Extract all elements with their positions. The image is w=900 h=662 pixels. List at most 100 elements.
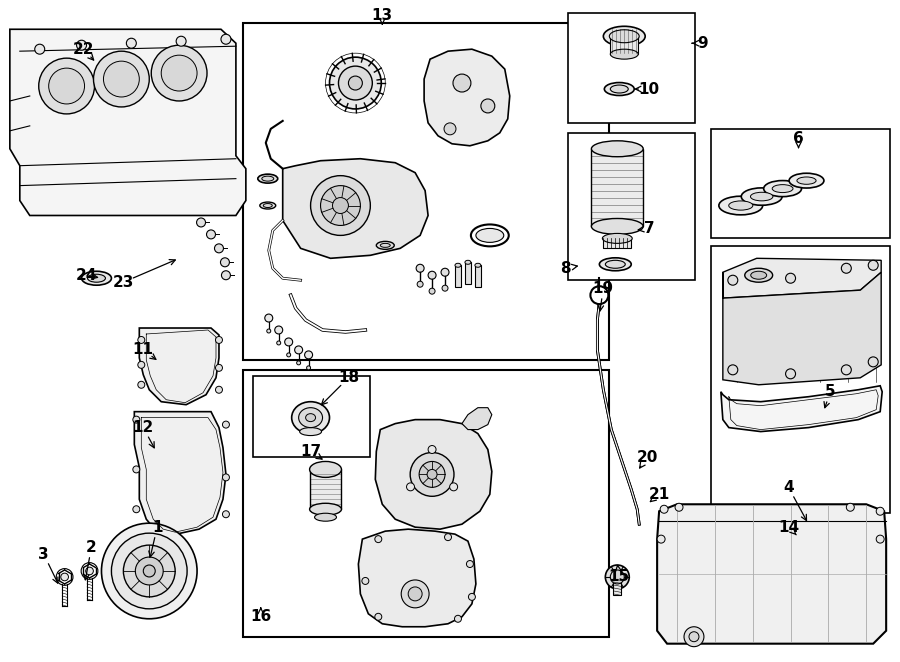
Circle shape xyxy=(442,285,448,291)
Ellipse shape xyxy=(299,408,322,428)
Ellipse shape xyxy=(603,26,645,46)
Circle shape xyxy=(332,197,348,214)
Bar xyxy=(253,376,370,457)
Bar xyxy=(603,238,631,248)
Ellipse shape xyxy=(604,83,634,95)
Circle shape xyxy=(138,381,145,388)
Circle shape xyxy=(138,361,145,368)
Ellipse shape xyxy=(609,30,639,43)
Text: 14: 14 xyxy=(778,520,799,535)
Ellipse shape xyxy=(465,260,471,264)
Circle shape xyxy=(481,99,495,113)
Polygon shape xyxy=(10,29,246,216)
Ellipse shape xyxy=(284,338,292,346)
Circle shape xyxy=(196,218,205,227)
Circle shape xyxy=(842,263,851,273)
Bar xyxy=(568,13,695,123)
Ellipse shape xyxy=(455,263,461,267)
Circle shape xyxy=(138,336,145,344)
Ellipse shape xyxy=(789,173,824,188)
Polygon shape xyxy=(721,386,882,432)
Text: 4: 4 xyxy=(783,480,794,495)
Circle shape xyxy=(206,230,215,239)
Text: 7: 7 xyxy=(644,221,654,236)
Polygon shape xyxy=(283,159,428,258)
Circle shape xyxy=(409,587,422,601)
Text: 20: 20 xyxy=(636,450,658,465)
Circle shape xyxy=(329,57,382,109)
Polygon shape xyxy=(723,272,881,385)
Circle shape xyxy=(689,632,699,641)
Circle shape xyxy=(338,66,373,100)
Ellipse shape xyxy=(745,268,772,282)
Circle shape xyxy=(133,506,140,513)
Text: 10: 10 xyxy=(639,81,660,97)
Circle shape xyxy=(657,535,665,543)
Circle shape xyxy=(61,573,68,581)
Ellipse shape xyxy=(591,141,644,157)
Ellipse shape xyxy=(729,201,752,210)
Circle shape xyxy=(416,264,424,272)
Ellipse shape xyxy=(381,244,391,248)
Circle shape xyxy=(112,533,187,609)
Ellipse shape xyxy=(304,351,312,359)
Ellipse shape xyxy=(310,461,341,477)
Ellipse shape xyxy=(307,366,310,370)
Circle shape xyxy=(49,68,85,104)
Ellipse shape xyxy=(610,49,638,59)
Circle shape xyxy=(126,38,136,48)
Text: 3: 3 xyxy=(39,547,49,561)
Circle shape xyxy=(215,386,222,393)
Bar xyxy=(475,265,481,287)
Circle shape xyxy=(374,613,382,620)
Text: 9: 9 xyxy=(698,36,708,51)
Ellipse shape xyxy=(257,174,278,183)
Text: 18: 18 xyxy=(338,370,359,385)
Circle shape xyxy=(220,258,230,267)
Ellipse shape xyxy=(772,185,793,193)
Bar xyxy=(568,133,695,280)
Circle shape xyxy=(320,185,360,226)
Text: 17: 17 xyxy=(300,444,321,459)
Circle shape xyxy=(102,523,197,619)
Ellipse shape xyxy=(610,85,628,93)
Bar xyxy=(243,23,609,360)
Circle shape xyxy=(454,615,462,622)
Circle shape xyxy=(684,627,704,647)
Ellipse shape xyxy=(260,202,275,209)
Polygon shape xyxy=(424,49,509,146)
Circle shape xyxy=(161,55,197,91)
Circle shape xyxy=(610,570,625,584)
Circle shape xyxy=(76,40,86,50)
Text: 24: 24 xyxy=(76,267,97,283)
Ellipse shape xyxy=(287,353,291,357)
Ellipse shape xyxy=(292,402,329,434)
Ellipse shape xyxy=(297,361,301,365)
Circle shape xyxy=(441,268,449,276)
Ellipse shape xyxy=(476,228,504,242)
Ellipse shape xyxy=(764,181,802,197)
Circle shape xyxy=(429,288,435,294)
Circle shape xyxy=(466,561,473,567)
Polygon shape xyxy=(723,258,881,298)
Circle shape xyxy=(450,483,457,491)
Circle shape xyxy=(104,61,140,97)
Circle shape xyxy=(348,76,363,90)
Ellipse shape xyxy=(475,263,481,267)
Circle shape xyxy=(135,557,163,585)
Circle shape xyxy=(222,421,230,428)
Circle shape xyxy=(846,503,854,511)
Text: 11: 11 xyxy=(133,342,154,357)
Bar xyxy=(455,265,461,287)
Text: 22: 22 xyxy=(73,42,94,57)
Ellipse shape xyxy=(606,260,626,268)
Polygon shape xyxy=(375,420,491,529)
Circle shape xyxy=(221,34,231,44)
Text: 23: 23 xyxy=(112,275,134,290)
Circle shape xyxy=(877,507,884,515)
Ellipse shape xyxy=(376,242,394,250)
Circle shape xyxy=(728,365,738,375)
Circle shape xyxy=(728,275,738,285)
Circle shape xyxy=(453,74,471,92)
Circle shape xyxy=(123,545,176,597)
